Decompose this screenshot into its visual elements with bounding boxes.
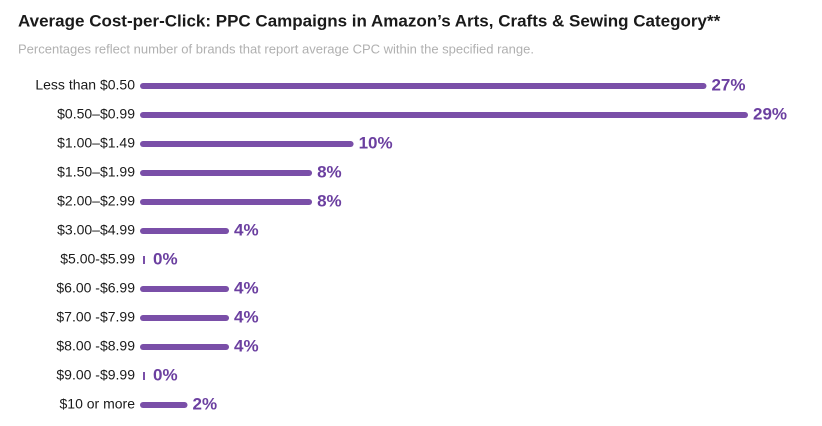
category-label: $2.00–$2.99 xyxy=(57,193,135,209)
value-label: 4% xyxy=(234,307,259,326)
bar xyxy=(143,256,145,264)
category-label: $5.00-$5.99 xyxy=(60,251,135,267)
value-label: 29% xyxy=(753,104,787,123)
category-label: $1.00–$1.49 xyxy=(57,135,135,151)
category-label: Less than $0.50 xyxy=(35,77,135,93)
value-label: 0% xyxy=(153,249,178,268)
chart-title: Average Cost-per-Click: PPC Campaigns in… xyxy=(18,11,721,30)
value-label: 4% xyxy=(234,278,259,297)
category-label: $10 or more xyxy=(60,396,136,412)
category-label: $3.00–$4.99 xyxy=(57,222,135,238)
value-label: 8% xyxy=(317,162,342,181)
chart-subtitle: Percentages reflect number of brands tha… xyxy=(18,41,534,56)
category-label: $8.00 -$8.99 xyxy=(56,338,135,354)
bar xyxy=(143,372,145,380)
value-label: 0% xyxy=(153,365,178,384)
value-label: 4% xyxy=(234,220,259,239)
category-label: $0.50–$0.99 xyxy=(57,106,135,122)
value-label: 27% xyxy=(711,75,745,94)
category-label: $1.50–$1.99 xyxy=(57,164,135,180)
value-label: 4% xyxy=(234,336,259,355)
value-label: 2% xyxy=(193,394,218,413)
category-label: $6.00 -$6.99 xyxy=(56,280,135,296)
category-label: $7.00 -$7.99 xyxy=(56,309,135,325)
value-label: 8% xyxy=(317,191,342,210)
value-label: 10% xyxy=(359,133,393,152)
category-label: $9.00 -$9.99 xyxy=(56,367,135,383)
